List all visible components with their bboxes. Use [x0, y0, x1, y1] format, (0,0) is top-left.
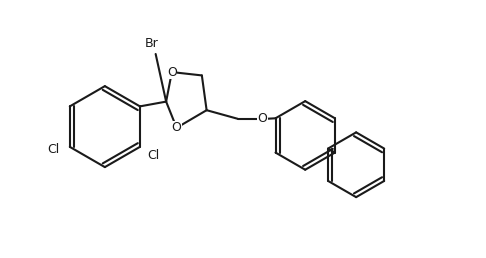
Text: O: O: [167, 66, 177, 79]
Text: Cl: Cl: [147, 149, 159, 162]
Text: O: O: [172, 121, 182, 134]
Text: O: O: [258, 112, 267, 125]
Text: Cl: Cl: [47, 143, 59, 156]
Text: Br: Br: [145, 37, 159, 50]
